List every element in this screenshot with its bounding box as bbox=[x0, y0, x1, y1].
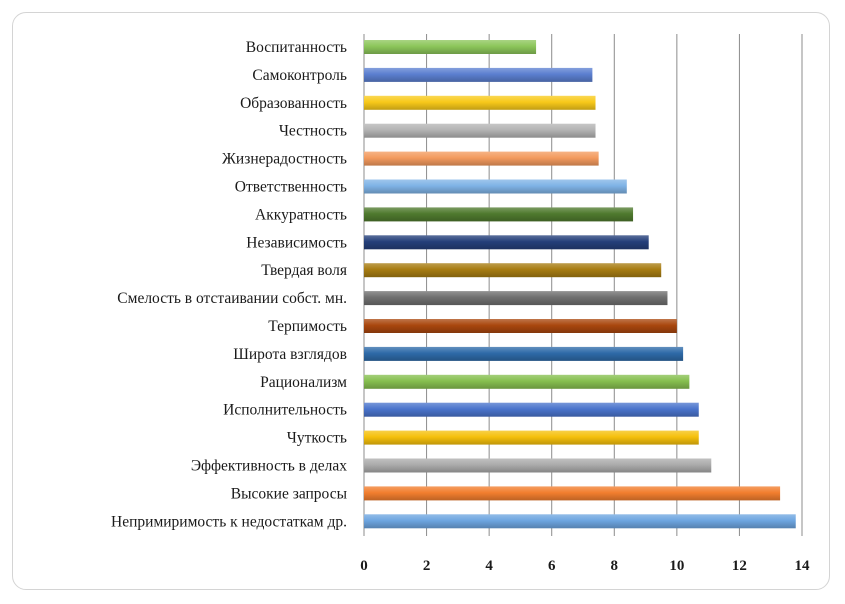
x-axis-tick-labels: 0 2 4 6 8 10 12 14 bbox=[360, 558, 810, 574]
x-tick-label: 0 bbox=[360, 558, 368, 574]
x-tick-label: 6 bbox=[548, 558, 556, 574]
bar bbox=[364, 319, 677, 333]
bar bbox=[364, 67, 593, 82]
category-label: Смелость в отстаивании собст. мн. bbox=[117, 290, 347, 307]
category-label: Высокие запросы bbox=[231, 485, 348, 502]
bar bbox=[364, 263, 662, 278]
category-label: Рационализм bbox=[260, 374, 347, 391]
category-label: Эффективность в делах bbox=[191, 458, 347, 475]
category-label: Жизнерадостность bbox=[222, 151, 347, 168]
category-label: Непримиримость к недостаткам др. bbox=[111, 513, 347, 530]
x-tick-label: 2 bbox=[423, 558, 431, 574]
category-label: Образованность bbox=[240, 95, 347, 112]
gridlines bbox=[363, 34, 803, 536]
x-tick-label: 12 bbox=[732, 558, 747, 574]
category-label: Исполнительность bbox=[223, 402, 347, 419]
bar bbox=[364, 291, 668, 306]
x-tick-label: 14 bbox=[795, 558, 811, 574]
category-label: Честность bbox=[279, 123, 347, 140]
bar bbox=[364, 123, 596, 138]
bar bbox=[364, 179, 627, 194]
category-label: Аккуратность bbox=[255, 206, 347, 223]
category-label: Чуткость bbox=[287, 430, 347, 447]
category-label: Терпимость bbox=[268, 318, 347, 335]
bar bbox=[364, 374, 690, 389]
bar bbox=[364, 458, 712, 473]
category-label: Независимость bbox=[246, 234, 347, 251]
category-label: Твердая воля bbox=[261, 262, 347, 279]
bar bbox=[364, 40, 537, 54]
bar bbox=[364, 430, 699, 445]
bars bbox=[364, 40, 796, 529]
bar bbox=[364, 235, 649, 250]
bar bbox=[364, 402, 699, 417]
category-labels: Воспитанность Самоконтроль Образованность Ч… bbox=[111, 39, 348, 530]
x-tick-label: 8 bbox=[611, 558, 619, 574]
category-label: Ответственность bbox=[235, 179, 347, 196]
category-label: Широта взглядов bbox=[233, 346, 347, 363]
category-label: Воспитанность bbox=[246, 39, 347, 56]
bar bbox=[364, 346, 684, 361]
bar bbox=[364, 514, 796, 529]
bar bbox=[364, 207, 634, 222]
x-tick-label: 4 bbox=[485, 558, 493, 574]
bar bbox=[364, 95, 596, 110]
bar bbox=[364, 151, 599, 166]
x-tick-label: 10 bbox=[669, 558, 684, 574]
category-label: Самоконтроль bbox=[252, 67, 347, 84]
bar bbox=[364, 486, 781, 501]
